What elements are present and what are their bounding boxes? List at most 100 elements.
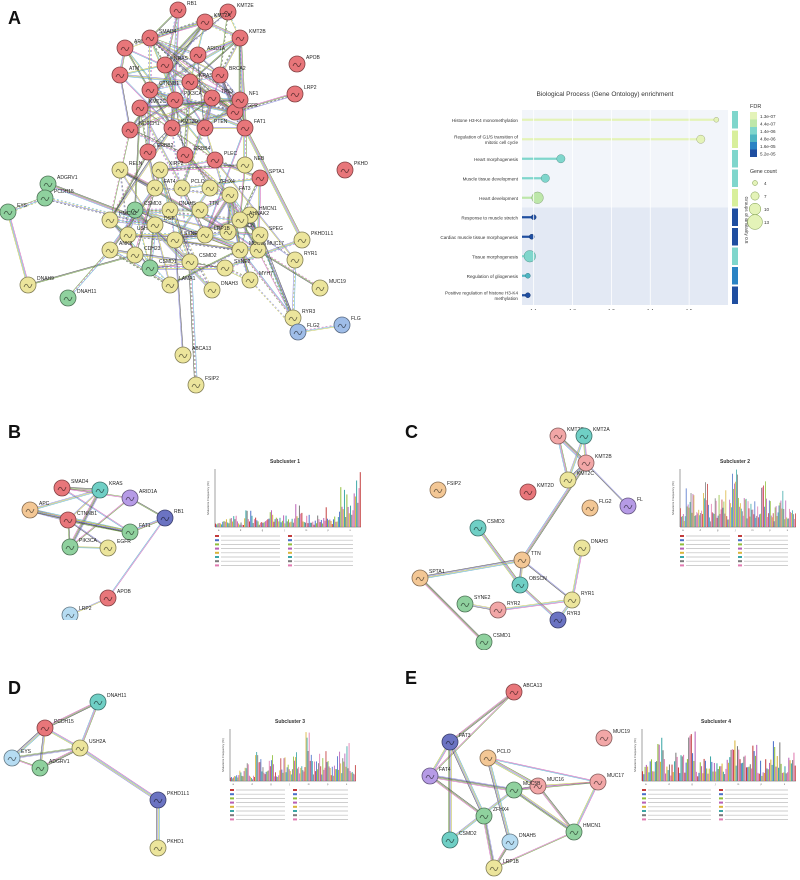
network-edges: [10, 700, 160, 848]
network-edge: [573, 781, 599, 833]
network-edge: [171, 128, 190, 263]
network-edge: [168, 210, 212, 291]
bar: [331, 766, 333, 781]
x-tick-label: a: [645, 783, 647, 786]
bar: [774, 507, 776, 527]
network-edge: [291, 259, 295, 318]
network-edge: [68, 518, 131, 531]
bar: [686, 506, 688, 527]
network-edge: [109, 220, 150, 269]
gene-node-syne2: SYNE2: [216, 259, 251, 277]
bar: [685, 488, 687, 527]
bar: [730, 503, 732, 527]
network-edge: [69, 497, 130, 547]
gene-node-pkhd1l1: PKHD1L1: [293, 231, 333, 249]
bar: [744, 499, 746, 527]
network-edge: [514, 788, 575, 832]
bar: [749, 764, 751, 781]
bar: [731, 749, 733, 781]
bar: [694, 515, 696, 527]
x-tick-label: m: [305, 529, 307, 532]
gene-node-apob: APOB: [99, 589, 132, 607]
network-edge: [45, 702, 99, 730]
gene-label: USH2A: [137, 226, 154, 232]
bar: [341, 773, 343, 781]
bar: [754, 501, 756, 527]
network-edge: [164, 9, 179, 66]
bar: [720, 509, 722, 527]
network-edge: [163, 9, 178, 65]
gene-node-spta1: SPTA1: [411, 569, 445, 587]
bar: [699, 515, 701, 527]
network-edge: [165, 64, 206, 128]
gene-label: MUC19: [329, 279, 346, 285]
gene-node-nf1: NF1: [231, 91, 259, 109]
network-edge: [47, 184, 155, 226]
bar: [701, 510, 703, 527]
bar: [790, 511, 791, 527]
network-edge: [476, 528, 520, 586]
network-edge: [125, 47, 241, 100]
bar: [732, 473, 733, 527]
lollipop-head: [525, 292, 531, 298]
network-edge: [110, 248, 171, 285]
network-edge: [138, 108, 182, 189]
bar: [267, 519, 269, 527]
gene-label: SPTA1: [429, 569, 445, 575]
gene-label: MUC17: [607, 773, 624, 779]
bar: [735, 765, 737, 781]
bar: [221, 524, 223, 527]
gene-node-lrp2: LRP2: [61, 606, 92, 620]
gene-label: DNAH5: [179, 201, 196, 207]
legend-swatch: [215, 547, 219, 550]
network-edge: [198, 54, 207, 128]
gene-node-muc16: MUC16: [529, 777, 564, 795]
gene-node-csmd1: CSMD1: [141, 259, 177, 277]
gene-label: DNAH11: [107, 693, 127, 699]
gene-label: LRP1B: [503, 859, 520, 865]
gene-label: RYR2: [507, 601, 520, 607]
legend-swatch: [230, 789, 234, 791]
gene-label: RYR1: [304, 251, 317, 257]
bar: [227, 522, 229, 527]
bar: [244, 518, 246, 527]
gene-node-fat4: FAT4: [421, 767, 451, 785]
bar: [663, 759, 665, 781]
bar: [779, 502, 781, 527]
gene-node-pcdh15: PCDH15: [36, 189, 74, 207]
network-edge: [519, 584, 559, 621]
bar: [261, 522, 263, 527]
gene-label: SPTA1: [269, 169, 285, 175]
gene-node-zfhx4: ZFHX4: [201, 179, 235, 197]
network-edge: [449, 691, 514, 742]
network-nodes: SMAD4 KRAS ARID1A APC CTNNB1 RB1 FAT1 EGFR PIK3C…: [21, 479, 184, 620]
gene-label: SYNE2: [474, 595, 491, 601]
bar: [708, 504, 709, 527]
bar: [347, 768, 349, 781]
network-edge: [27, 254, 135, 285]
network-edge: [108, 187, 155, 250]
bar: [755, 517, 757, 527]
bar: [325, 751, 327, 781]
x-tick-label: j: [714, 783, 716, 786]
network-edge: [189, 37, 240, 82]
gene-node-ryr1: RYR1: [563, 591, 594, 609]
network-edge: [135, 209, 241, 220]
gene-node-flg2: FLG2: [581, 499, 612, 517]
size-legend-circle: [748, 202, 762, 216]
x-tick-label: 1.2: [569, 308, 576, 310]
network-edge: [182, 187, 206, 235]
network-edge: [219, 37, 240, 75]
bar: [275, 772, 276, 781]
gene-label: KRAS: [199, 73, 213, 79]
bar: [321, 774, 323, 781]
bar-chart-ylabel: Mutations Frequency (%): [671, 481, 675, 515]
legend-swatch: [642, 814, 646, 817]
network-edge: [120, 74, 173, 128]
subcluster-1-chart: Subcluster 1 Mutations Frequency (%) a d g j m…: [206, 459, 361, 567]
bar: [744, 755, 746, 781]
bar: [247, 519, 249, 527]
bar: [760, 760, 762, 781]
bar: [689, 501, 691, 527]
lollipop-head: [696, 134, 706, 144]
